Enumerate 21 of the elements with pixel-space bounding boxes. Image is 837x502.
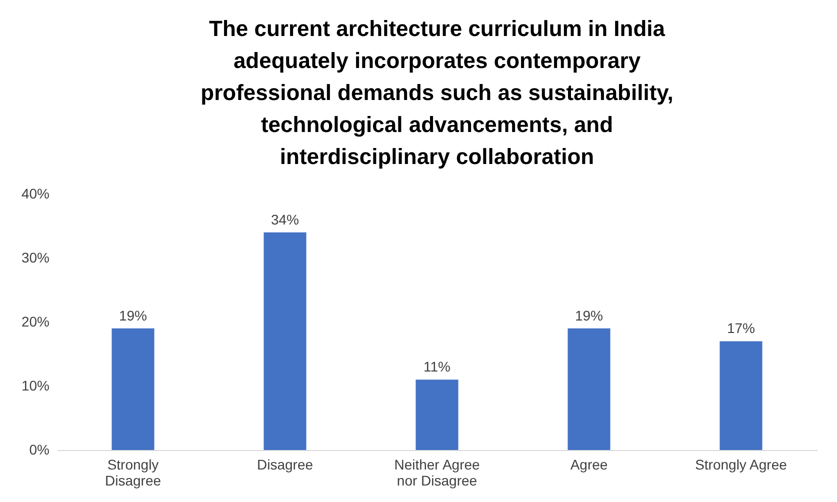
data-label: 34% [270,211,300,228]
x-tick-label: Strongly Disagree [104,456,162,488]
x-tick-label: Strongly Agree [695,456,788,472]
data-label: 17% [726,320,756,336]
data-label: 19% [574,307,604,324]
x-tick-label: Disagree [256,456,314,472]
x-tick-label: Agree [570,456,608,472]
y-tick-label: 20% [21,314,50,330]
bar [720,341,762,450]
x-tick-label: Neither Agree nor Disagree [394,456,480,488]
data-label: 19% [118,307,148,324]
chart-title: The current architecture curriculum in India adequately incorporates contemporary professional demands such as sustainability, technological advancements, and interdisciplinary collaboration [200,16,674,169]
bar [568,328,610,450]
y-tick-label: 0% [29,442,50,458]
bar [264,232,306,450]
bar [416,380,458,450]
y-tick-label: 30% [21,250,50,266]
y-tick-label: 10% [21,378,50,394]
bar [112,328,154,450]
data-label: 11% [424,358,450,375]
y-tick-label: 40% [21,186,50,202]
